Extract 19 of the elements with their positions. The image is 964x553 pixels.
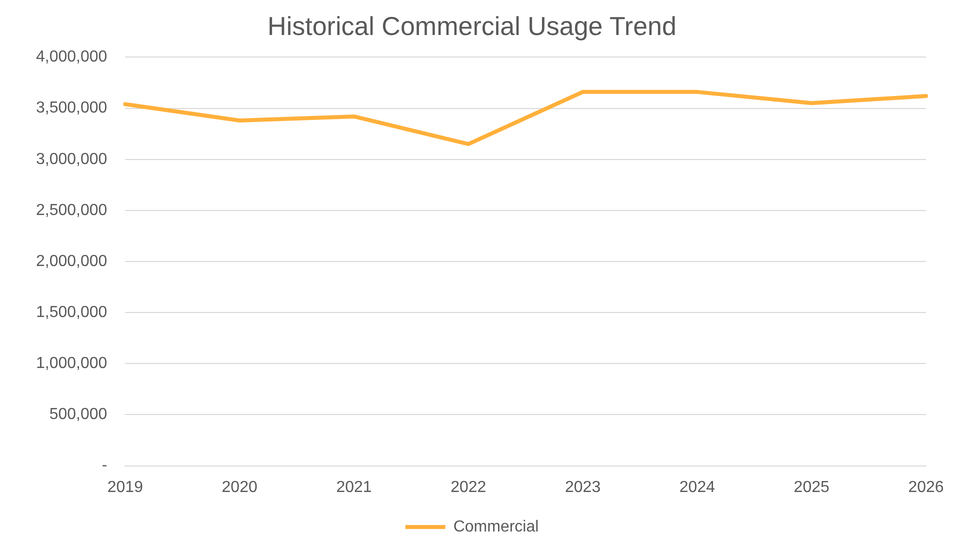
y-tick-label: 1,000,000 bbox=[36, 355, 108, 372]
chart-title: Historical Commercial Usage Trend bbox=[268, 10, 676, 41]
y-tick-label: 3,500,000 bbox=[36, 100, 108, 117]
y-tick-label: 2,500,000 bbox=[36, 202, 108, 219]
x-tick-label: 2023 bbox=[564, 478, 601, 496]
x-tick-label: 2024 bbox=[679, 478, 716, 496]
y-tick-label: 500,000 bbox=[49, 406, 108, 424]
y-tick-label: - bbox=[102, 457, 108, 474]
x-tick-label: 2020 bbox=[222, 478, 258, 496]
x-tick-label: 2019 bbox=[107, 478, 144, 496]
legend-label: Commercial bbox=[453, 518, 539, 536]
y-tick-label: 2,000,000 bbox=[36, 252, 108, 270]
y-tick-label: 4,000,000 bbox=[36, 48, 108, 66]
x-tick-label: 2025 bbox=[794, 478, 830, 496]
x-tick-label: 2022 bbox=[450, 478, 486, 496]
y-tick-label: 3,000,000 bbox=[36, 150, 108, 168]
x-tick-label: 2021 bbox=[336, 478, 372, 496]
x-tick-label: 2026 bbox=[908, 478, 944, 496]
y-tick-label: 1,500,000 bbox=[36, 304, 108, 321]
